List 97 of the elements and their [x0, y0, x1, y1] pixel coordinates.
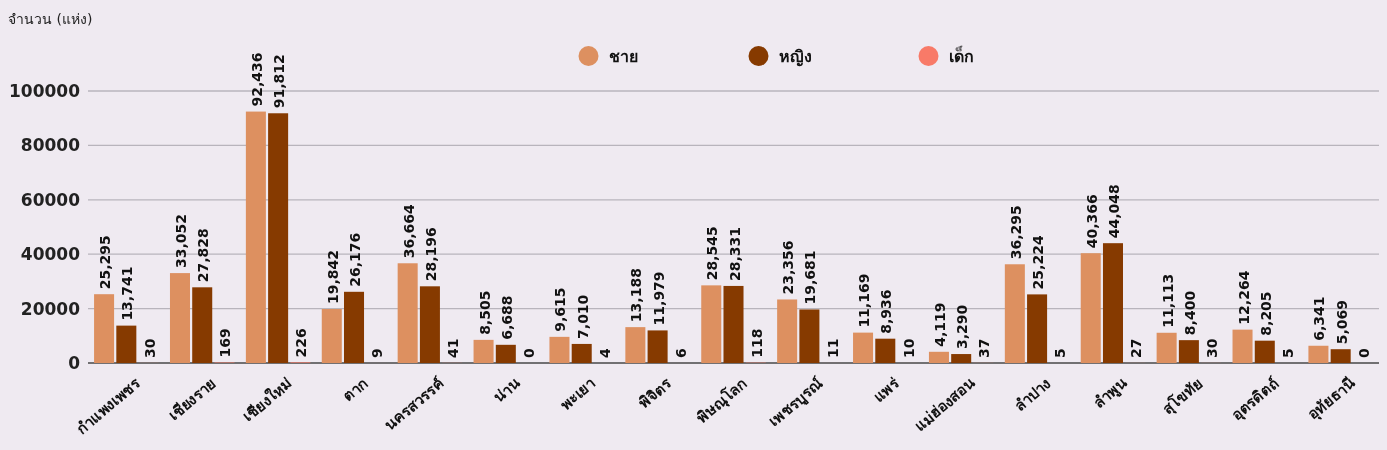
data-label: 23,356 — [780, 240, 797, 295]
bar — [1232, 329, 1253, 363]
data-label: 28,196 — [422, 227, 439, 282]
data-label: 25,295 — [97, 235, 114, 290]
bar — [1254, 340, 1275, 363]
data-label: 6,688 — [498, 295, 515, 340]
bar — [647, 330, 668, 363]
bar — [549, 336, 570, 363]
data-label: 13,741 — [119, 266, 136, 321]
data-label: 19,681 — [802, 250, 819, 305]
data-label: 118 — [748, 328, 765, 358]
bar — [1102, 243, 1123, 363]
data-label: 4 — [596, 347, 613, 358]
data-label: 25,224 — [1030, 235, 1047, 290]
bar — [169, 273, 190, 363]
data-label: 33,052 — [172, 214, 189, 269]
y-tick-label: 100000 — [9, 80, 81, 101]
bar — [245, 111, 266, 363]
data-label: 28,331 — [726, 226, 743, 281]
data-label: 6 — [672, 348, 689, 358]
legend-label: หญิง — [778, 46, 812, 67]
x-tick-label: ตาก — [339, 374, 372, 406]
data-label: 6,341 — [1311, 296, 1328, 341]
bar — [1330, 349, 1351, 363]
data-label: 92,436 — [248, 52, 265, 107]
y-tick-label: 0 — [68, 352, 81, 373]
data-label: 5,069 — [1333, 299, 1350, 345]
y-tick-label: 20000 — [20, 298, 81, 319]
bar — [723, 285, 744, 363]
bar — [951, 354, 972, 363]
bar — [473, 339, 494, 363]
data-label: 30 — [141, 338, 158, 358]
bar — [625, 327, 646, 363]
bar — [192, 287, 213, 363]
data-label: 44,048 — [1105, 184, 1122, 239]
bar — [777, 299, 798, 363]
data-label: 36,295 — [1007, 205, 1024, 260]
data-label: 11,113 — [1159, 273, 1176, 328]
data-label: 3,290 — [954, 304, 971, 350]
data-label: 36,664 — [400, 203, 417, 259]
data-label: 5 — [1052, 348, 1069, 358]
bar — [321, 309, 342, 363]
y-axis-title: จำนวน (แห่ง) — [8, 11, 93, 27]
data-label: 169 — [217, 328, 234, 358]
legend-label: เด็ก — [948, 44, 974, 66]
bar — [344, 291, 365, 363]
data-label: 28,545 — [704, 226, 721, 281]
data-label: 8,205 — [1257, 291, 1274, 336]
bar — [571, 343, 592, 363]
data-label: 30 — [1204, 338, 1221, 358]
data-label: 9 — [369, 348, 386, 358]
bar — [701, 285, 722, 363]
data-label: 11 — [824, 338, 841, 358]
data-label: 12,264 — [1235, 270, 1252, 325]
data-label: 9,615 — [552, 287, 569, 332]
y-tick-label: 40000 — [20, 244, 81, 265]
legend-label: ชาย — [608, 46, 638, 66]
bar — [495, 344, 516, 363]
data-label: 0 — [521, 348, 538, 358]
y-tick-label: 60000 — [20, 189, 81, 210]
data-label: 37 — [976, 338, 993, 358]
bar — [419, 286, 440, 363]
data-label: 26,176 — [347, 232, 364, 287]
data-label: 10 — [900, 338, 917, 358]
data-label: 8,936 — [878, 289, 895, 334]
data-label: 91,812 — [271, 54, 288, 109]
data-label: 7,010 — [574, 294, 591, 339]
data-label: 13,188 — [628, 268, 645, 323]
data-label: 4,119 — [931, 302, 948, 347]
data-label: 41 — [445, 338, 462, 358]
bar — [875, 338, 896, 363]
data-label: 226 — [293, 328, 310, 358]
data-label: 11,979 — [650, 271, 667, 326]
y-tick-label: 80000 — [20, 135, 81, 156]
bar — [1004, 264, 1025, 363]
data-label: 5 — [1280, 348, 1297, 358]
bar — [1178, 340, 1199, 363]
data-label: 8,505 — [476, 290, 493, 335]
bar — [1080, 253, 1101, 363]
bar — [116, 325, 137, 363]
bar — [928, 351, 949, 363]
bar — [1156, 332, 1177, 363]
data-label: 19,842 — [324, 250, 341, 305]
data-label: 40,366 — [1083, 194, 1100, 249]
bar — [799, 309, 820, 363]
data-label: 0 — [1355, 348, 1372, 358]
bar — [853, 332, 874, 363]
data-label: 27 — [1128, 338, 1145, 358]
bar — [94, 294, 115, 363]
bar — [1027, 294, 1048, 363]
bar — [268, 113, 289, 363]
data-label: 11,169 — [856, 273, 873, 328]
x-tick-label: น่าน — [490, 373, 524, 407]
data-label: 27,828 — [195, 228, 212, 283]
bar — [1308, 345, 1329, 363]
bar — [397, 263, 418, 363]
data-label: 8,400 — [1181, 290, 1198, 336]
